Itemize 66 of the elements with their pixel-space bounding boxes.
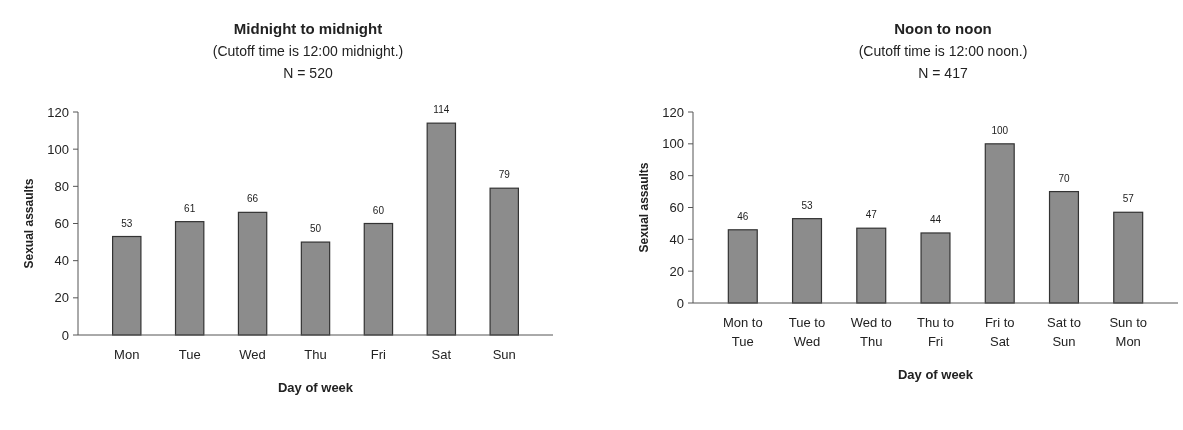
y-axis-title: Sexual assaults <box>637 162 651 253</box>
x-tick-label: Thu <box>304 347 327 362</box>
data-label: 100 <box>991 124 1009 136</box>
y-tick-label: 20 <box>54 290 69 306</box>
y-axis-title: Sexual assaults <box>22 178 36 269</box>
data-label: 57 <box>1122 193 1135 205</box>
y-tick-label: 40 <box>54 253 69 269</box>
x-tick-label: Mon <box>114 347 140 362</box>
x-tick-label: Sun to Mon <box>1109 315 1148 349</box>
text: N = 417 <box>918 65 968 81</box>
x-tick-label: Sat to Sun <box>1046 315 1081 349</box>
x-tick-label: Sat <box>431 347 452 362</box>
data-label: 61 <box>184 202 196 214</box>
bar <box>300 241 331 336</box>
x-tick-label: Fri <box>370 347 387 362</box>
y-tick-label: 0 <box>61 327 69 343</box>
data-label: 114 <box>433 104 450 116</box>
x-axis-title: Day of week <box>897 367 974 382</box>
bar <box>1048 190 1080 304</box>
data-label: 47 <box>865 209 878 221</box>
y-tick-label: 80 <box>669 168 684 184</box>
data-label: 70 <box>1058 172 1070 184</box>
text: N = 520 <box>283 65 333 81</box>
x-tick-label: Tue <box>178 347 201 362</box>
data-label: 66 <box>247 193 259 205</box>
y-tick-label: 0 <box>676 295 684 311</box>
x-tick-label: Wed <box>239 347 266 362</box>
bar <box>426 122 457 336</box>
bar <box>489 187 519 336</box>
x-tick-label: Fri to Sat <box>984 315 1015 349</box>
x-tick-label: Mon to Tue <box>722 315 763 349</box>
data-label: 44 <box>929 213 942 225</box>
bar <box>237 211 268 336</box>
chart-subtitle: (Cutoff time is 12:00 midnight.) <box>212 43 404 59</box>
bar <box>1113 211 1144 304</box>
data-label: 79 <box>498 169 511 181</box>
x-tick-label: Wed to Thu <box>850 315 892 349</box>
y-tick-label: 20 <box>669 263 684 279</box>
bar <box>727 229 758 304</box>
y-tick-label: 60 <box>54 216 69 232</box>
chart-title: Midnight to midnight <box>233 20 383 37</box>
y-tick-label: 60 <box>669 200 684 216</box>
y-tick-label: 100 <box>47 141 69 157</box>
bar <box>112 235 142 336</box>
x-tick-label: Thu to Fri <box>917 315 954 349</box>
data-label: 53 <box>801 199 814 211</box>
data-label: 50 <box>309 223 322 235</box>
x-tick-label: Tue to Wed <box>788 315 826 349</box>
x-tick-label: Sun <box>492 347 516 362</box>
chart-subtitle: (Cutoff time is 12:00 noon.) <box>858 43 1028 59</box>
bar <box>920 232 951 304</box>
x-axis-title: Day of week <box>277 380 354 395</box>
y-tick-label: 120 <box>47 104 69 120</box>
y-tick-label: 100 <box>662 136 684 152</box>
y-tick-label: 40 <box>669 231 684 247</box>
y-tick-label: 120 <box>662 104 684 120</box>
y-tick-label: 80 <box>54 178 69 194</box>
bar <box>856 227 887 304</box>
data-label: 60 <box>372 204 385 216</box>
bar <box>363 222 394 336</box>
data-label: 53 <box>121 217 133 229</box>
bar <box>174 221 205 336</box>
bar <box>984 143 1015 304</box>
bar <box>791 218 823 304</box>
data-label: 46 <box>737 210 749 222</box>
chart-title: Noon to noon <box>894 20 992 37</box>
